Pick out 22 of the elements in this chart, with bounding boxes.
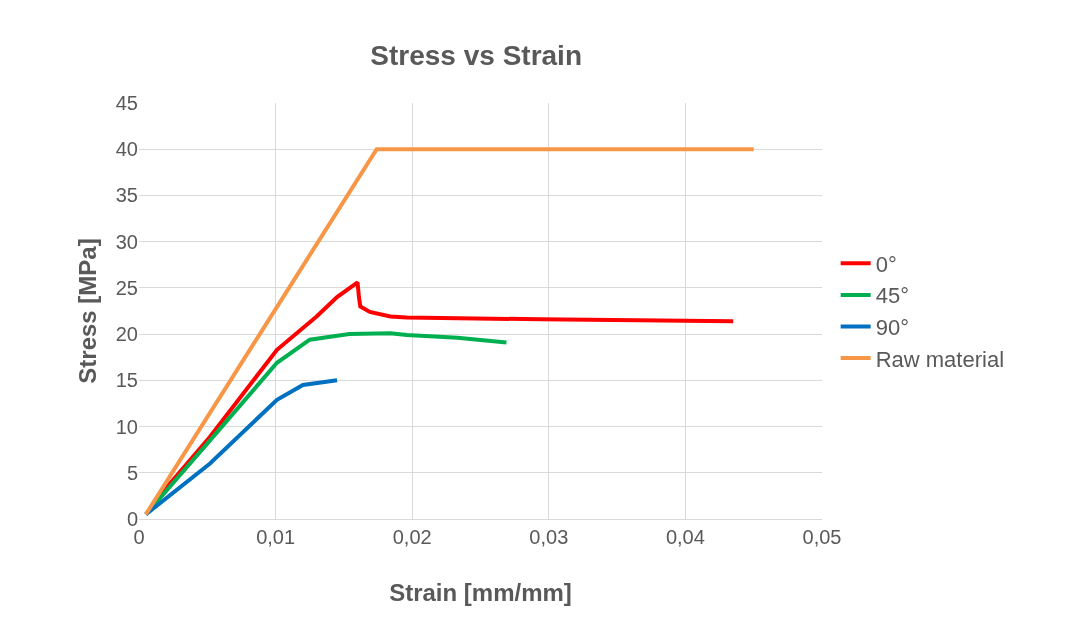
y-tick-label: 25 xyxy=(115,276,138,299)
y-axis-title: Stress [MPa] xyxy=(73,238,101,384)
y-tick-label: 20 xyxy=(115,323,138,346)
y-tick-label: 30 xyxy=(115,230,138,253)
y-tick-label: 10 xyxy=(115,415,138,438)
legend-label: Raw material xyxy=(875,346,1005,372)
legend-label: 90° xyxy=(875,315,909,341)
y-tick-label: 40 xyxy=(115,138,138,161)
y-tick-label: 15 xyxy=(115,369,138,392)
x-tick-label: 0,03 xyxy=(529,526,569,548)
legend-label: 45° xyxy=(875,283,909,309)
x-axis-title: Strain [mm/mm] xyxy=(389,579,572,606)
x-tick-label: 0,01 xyxy=(256,526,296,548)
x-tick-label: 0,04 xyxy=(665,526,705,548)
y-tick-label: 45 xyxy=(115,92,138,114)
y-tick-label: 0 xyxy=(126,508,138,530)
x-tick-label: 0,02 xyxy=(392,526,432,548)
y-tick-label: 5 xyxy=(126,461,138,484)
chart-title: Stress vs Strain xyxy=(370,39,582,71)
legend-label: 0° xyxy=(875,251,897,277)
y-tick-label: 35 xyxy=(115,184,138,207)
x-tick-label: 0,05 xyxy=(802,526,842,548)
